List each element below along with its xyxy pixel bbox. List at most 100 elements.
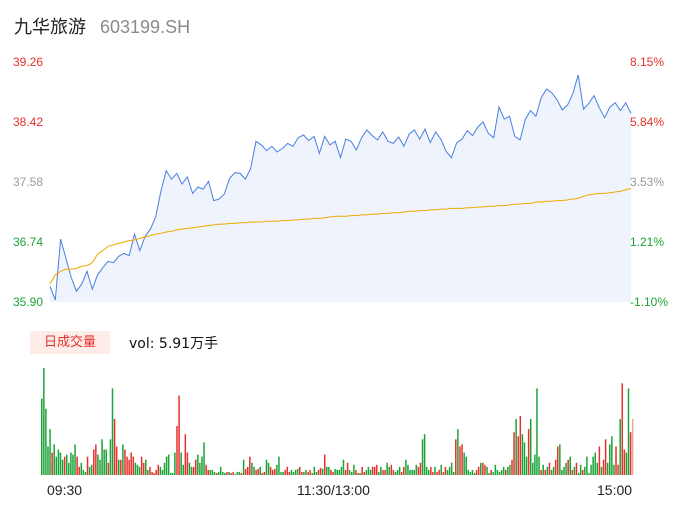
volume-bar [600, 466, 603, 475]
y-left-tick-3: 36.74 [13, 235, 44, 249]
volume-bar [219, 466, 222, 475]
volume-bar [586, 456, 588, 475]
volume-tab[interactable]: 日成交量 [30, 331, 110, 354]
volume-bar [394, 471, 397, 475]
volume-bar [70, 452, 72, 475]
volume-bar [346, 462, 349, 475]
volume-bar [269, 466, 272, 475]
y-right-tick-4: -1.10% [630, 295, 669, 309]
volume-bar [421, 439, 424, 475]
volume-bar [203, 442, 205, 475]
volume-bar [209, 469, 212, 475]
volume-bar [82, 469, 85, 475]
volume-bar [517, 436, 519, 475]
volume-bar [606, 462, 609, 475]
volume-bar [317, 469, 320, 475]
volume-bar [550, 469, 553, 475]
volume-bar [446, 469, 449, 475]
volume-bar [178, 395, 180, 475]
volume-bar [571, 469, 574, 475]
volume-bar [84, 471, 87, 475]
volume-bar [527, 429, 530, 475]
volume-bar [461, 444, 463, 475]
volume-bar [473, 472, 476, 475]
price-line [49, 74, 632, 301]
volume-bar [43, 368, 45, 475]
volume-bar [396, 469, 399, 475]
volume-bar [65, 454, 68, 475]
volume-bar [604, 439, 607, 475]
volume-bar [538, 456, 540, 475]
volume-bar [367, 466, 370, 475]
volume-bar [242, 459, 245, 475]
volume-bar [305, 469, 307, 475]
volume-bar [151, 471, 153, 475]
volume-bar [455, 439, 457, 475]
volume-bar [575, 462, 578, 475]
volume-bar [240, 472, 243, 475]
volume-bar [428, 469, 430, 475]
volume-bar [561, 469, 563, 475]
volume-value: vol: 5.91万手 [129, 336, 219, 352]
volume-bar [365, 469, 368, 475]
volume-bar [174, 452, 176, 475]
volume-bar [573, 466, 576, 475]
volume-bar [557, 446, 559, 475]
volume-bar [609, 444, 611, 475]
volume-bar [315, 471, 318, 475]
volume-bar [344, 469, 347, 475]
volume-bar [126, 456, 128, 475]
volume-bar [45, 408, 47, 475]
volume-bar [619, 418, 621, 475]
volume-bar [61, 459, 64, 475]
volume-bar [405, 459, 407, 475]
volume-bar [415, 464, 418, 475]
volume-bar [201, 456, 203, 475]
volume-bar [336, 469, 338, 475]
volume-bar [149, 466, 151, 475]
volume-bar [111, 388, 114, 475]
volume-bar [278, 456, 280, 475]
volume-bar [140, 456, 143, 475]
volume-bar [515, 418, 517, 475]
volume-bar [509, 464, 511, 475]
volume-bar [617, 464, 619, 475]
volume-bar [230, 472, 232, 475]
volume-bar [598, 446, 601, 475]
volume-bar [611, 436, 613, 475]
volume-bar [559, 444, 561, 475]
volume-bar [132, 456, 135, 475]
volume-bar [554, 459, 557, 475]
volume-bar [523, 442, 526, 475]
volume-bar [511, 459, 513, 475]
volume-bar [107, 462, 110, 475]
volume-bar [332, 471, 334, 475]
volume-bar [471, 469, 474, 475]
volume-bar [400, 471, 403, 475]
volume-bar [296, 468, 299, 475]
volume-bar [621, 383, 624, 475]
x-tick-open: 09:30 [47, 482, 83, 498]
volume-bar [409, 469, 411, 475]
volume-bar [581, 469, 584, 475]
volume-bar [236, 471, 239, 475]
volume-bar [41, 398, 43, 475]
volume-bar [282, 471, 284, 475]
volume-bar [294, 469, 297, 475]
volume-bar [567, 459, 569, 475]
volume-bar [565, 462, 567, 475]
volume-bar [502, 466, 505, 475]
volume-bar [97, 454, 99, 475]
volume-bar [321, 468, 324, 475]
volume-bar [145, 459, 147, 475]
volume-bar [631, 418, 634, 475]
volume-bar [224, 472, 226, 475]
volume-bar [602, 459, 605, 475]
volume-bar [167, 454, 170, 475]
volume-bar [271, 469, 274, 475]
volume-bar [78, 466, 80, 475]
volume-bar [284, 469, 286, 475]
volume-bar [623, 449, 626, 475]
y-right-tick-1: 5.84% [630, 115, 665, 129]
volume-bar [244, 468, 247, 475]
